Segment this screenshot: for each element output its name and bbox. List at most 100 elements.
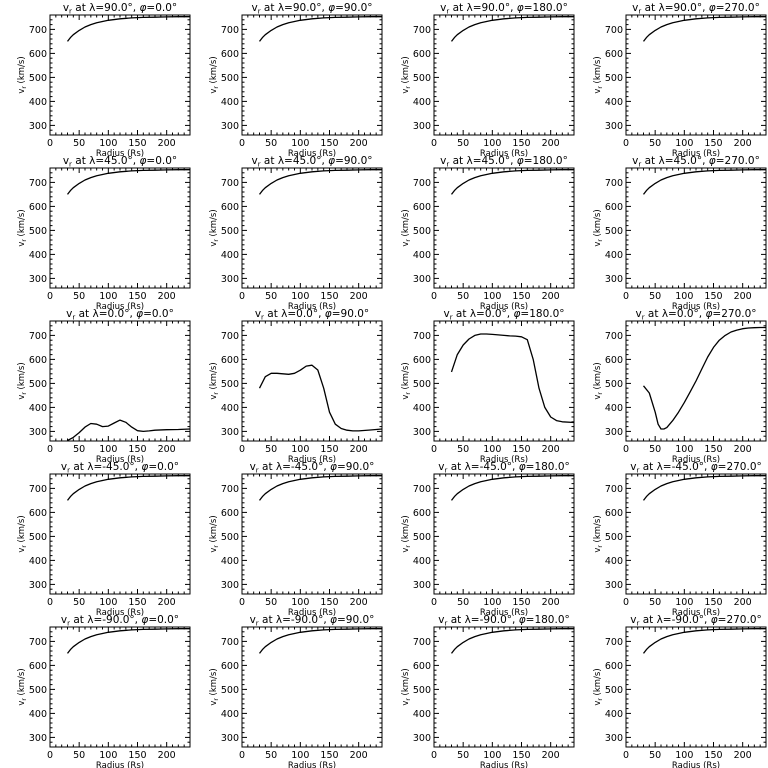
series-line (258, 364, 383, 432)
x-tick-label: 100 (99, 291, 117, 302)
x-tick-label: 100 (483, 444, 501, 455)
y-axis-label: vr (km/s) (209, 515, 220, 552)
panel-title: vr at λ=0.0°, φ=270.0° (635, 308, 756, 322)
y-tick-label: 300 (29, 427, 47, 438)
y-tick-label: 400 (221, 97, 239, 108)
panel-20: 0 50 100 150 200 300 400 500 600 700 vr at λ=-90.0… (593, 614, 767, 768)
y-tick-label: 400 (413, 403, 431, 414)
y-tick-label: 500 (29, 379, 47, 390)
x-axis-label: Radius (Rs) (672, 455, 720, 465)
x-axis-label: Radius (Rs) (480, 761, 528, 768)
panel-2: 0 50 100 150 200 300 400 500 600 700 vr at λ=90.0°… (209, 2, 383, 159)
x-tick-label: 50 (649, 138, 661, 149)
y-axis-label: vr (km/s) (209, 362, 220, 399)
x-tick-label: 50 (649, 291, 661, 302)
x-axis-label: Radius (Rs) (96, 761, 144, 768)
x-tick-label: 100 (675, 597, 693, 608)
y-tick-label: 600 (29, 202, 47, 213)
panel-10: 0 50 100 150 200 300 400 500 600 700 vr at λ=0.0°,… (209, 308, 383, 465)
panel-title: vr at λ=90.0°, φ=180.0° (440, 2, 568, 16)
x-tick-label: 0 (623, 597, 629, 608)
y-tick-label: 300 (221, 427, 239, 438)
y-tick-label: 300 (413, 274, 431, 285)
panel-title: vr at λ=0.0°, φ=90.0° (255, 308, 369, 322)
series-line (642, 169, 766, 195)
x-tick-label: 50 (649, 750, 661, 761)
y-tick-label: 300 (221, 733, 239, 744)
y-axis-label: vr (km/s) (593, 56, 604, 93)
panel-4: 0 50 100 150 200 300 400 500 600 700 vr at λ=90.0°… (593, 2, 767, 159)
y-tick-label: 500 (221, 379, 239, 390)
panel-title: vr at λ=-90.0°, φ=90.0° (250, 614, 375, 628)
y-tick-label: 300 (29, 274, 47, 285)
series-line (258, 628, 382, 654)
plot-frame (241, 167, 383, 289)
x-tick-label: 150 (128, 750, 146, 761)
panel-title: vr at λ=90.0°, φ=90.0° (251, 2, 372, 16)
y-tick-label: 700 (413, 484, 431, 495)
panel-title: vr at λ=-45.0°, φ=270.0° (630, 461, 762, 475)
y-tick-label: 300 (413, 580, 431, 591)
plot-frame (49, 473, 191, 595)
x-tick-label: 150 (320, 750, 338, 761)
series-line (450, 16, 574, 42)
y-tick-label: 600 (605, 355, 623, 366)
x-axis-label: Radius (Rs) (288, 761, 336, 768)
y-axis-label: vr (km/s) (209, 668, 220, 705)
x-tick-label: 0 (623, 291, 629, 302)
x-tick-label: 100 (483, 291, 501, 302)
x-axis-label: Radius (Rs) (672, 608, 720, 618)
y-tick-label: 500 (221, 73, 239, 84)
x-axis-label: Radius (Rs) (96, 608, 144, 618)
series-line (450, 475, 574, 501)
x-tick-label: 200 (350, 750, 368, 761)
y-tick-label: 700 (221, 178, 239, 189)
y-axis-label: vr (km/s) (17, 668, 28, 705)
plot-frame (625, 473, 767, 595)
x-tick-label: 200 (350, 444, 368, 455)
y-tick-label: 500 (221, 685, 239, 696)
x-tick-label: 200 (542, 750, 560, 761)
panel-title: vr at λ=0.0°, φ=180.0° (443, 308, 564, 322)
x-tick-label: 100 (99, 750, 117, 761)
y-tick-label: 600 (413, 202, 431, 213)
x-tick-label: 200 (734, 597, 752, 608)
x-tick-label: 50 (649, 597, 661, 608)
panel-1: 0 50 100 150 200 300 400 500 600 700 vr at λ=90.0°… (17, 2, 191, 159)
y-tick-label: 300 (413, 121, 431, 132)
x-tick-label: 0 (623, 138, 629, 149)
x-tick-label: 200 (542, 597, 560, 608)
y-tick-label: 600 (221, 202, 239, 213)
x-tick-label: 50 (457, 291, 469, 302)
panel-12: 0 50 100 150 200 300 400 500 600 700 vr at λ=0.0°,… (593, 308, 767, 465)
panel-15: 0 50 100 150 200 300 400 500 600 700 vr at λ=-45.0… (401, 461, 575, 618)
x-tick-label: 0 (239, 444, 245, 455)
x-tick-label: 0 (47, 444, 53, 455)
x-axis-label: Radius (Rs) (672, 302, 720, 312)
series-line (450, 333, 575, 424)
panel-16: 0 50 100 150 200 300 400 500 600 700 vr at λ=-45.0… (593, 461, 767, 618)
x-tick-label: 50 (265, 138, 277, 149)
x-tick-label: 0 (431, 750, 437, 761)
x-tick-label: 200 (350, 597, 368, 608)
x-axis-label: Radius (Rs) (480, 608, 528, 618)
y-axis-label: vr (km/s) (17, 362, 28, 399)
y-tick-label: 500 (413, 379, 431, 390)
y-tick-label: 700 (413, 25, 431, 36)
y-axis-label: vr (km/s) (401, 56, 412, 93)
panel-title: vr at λ=45.0°, φ=90.0° (251, 155, 372, 169)
y-tick-label: 700 (29, 331, 47, 342)
y-tick-label: 600 (221, 355, 239, 366)
x-tick-label: 50 (265, 444, 277, 455)
series-line (66, 475, 190, 501)
y-tick-label: 400 (29, 709, 47, 720)
y-tick-label: 700 (605, 484, 623, 495)
x-axis-label: Radius (Rs) (288, 608, 336, 618)
plot-frame (49, 167, 191, 289)
x-tick-label: 0 (431, 597, 437, 608)
y-tick-label: 400 (413, 709, 431, 720)
panel-title: vr at λ=-45.0°, φ=180.0° (438, 461, 570, 475)
x-tick-label: 100 (483, 750, 501, 761)
x-tick-label: 100 (99, 444, 117, 455)
x-axis-label: Radius (Rs) (288, 149, 336, 159)
